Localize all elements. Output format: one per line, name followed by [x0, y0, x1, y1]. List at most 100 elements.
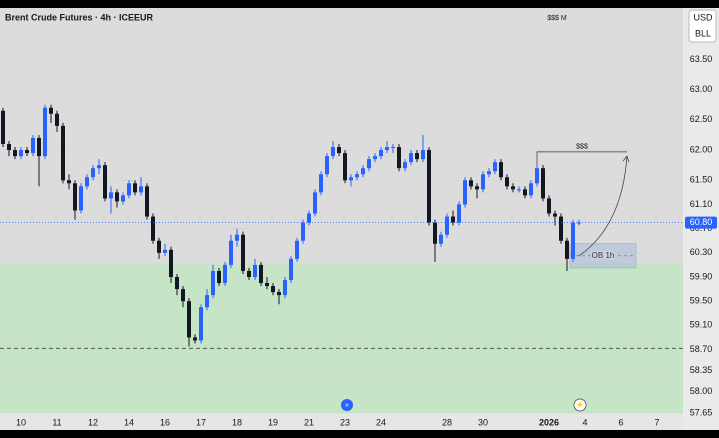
candle-body: [49, 107, 53, 114]
candle-body: [181, 289, 185, 302]
y-tick-label: 59.10: [690, 320, 713, 330]
candle-body: [163, 249, 167, 253]
candle-body: [427, 150, 431, 223]
unit: BLL: [695, 28, 711, 38]
candle-body: [559, 216, 563, 241]
candle-body: [337, 147, 341, 154]
candle-body: [175, 276, 179, 290]
candle-body: [409, 153, 413, 163]
x-tick-label: 18: [232, 417, 242, 427]
candle-body: [373, 156, 377, 160]
demand-zone: [0, 263, 683, 413]
candle-body: [127, 183, 131, 196]
candle-body: [187, 301, 191, 338]
candle-body: [445, 216, 449, 235]
candle-body: [289, 258, 293, 281]
projection-arrow: [578, 156, 628, 257]
candle-body: [565, 240, 569, 259]
last-price-label: 60.80: [690, 217, 713, 227]
candle-body: [139, 186, 143, 193]
candle-body: [439, 234, 443, 244]
candle-body: [325, 156, 329, 175]
candle-body: [367, 159, 371, 169]
y-tick-label: 57.65: [690, 407, 713, 417]
y-tick-label: 58.00: [690, 386, 713, 396]
y-tick-label: 63.50: [690, 54, 713, 64]
x-tick-label: 2026: [539, 417, 559, 427]
candle-body: [541, 168, 545, 199]
candle-body: [151, 216, 155, 241]
candle-body: [361, 168, 365, 175]
y-tick-label: 62.00: [690, 144, 713, 154]
candle-body: [505, 177, 509, 187]
candle-body: [481, 174, 485, 190]
candle-body: [7, 144, 11, 151]
x-tick-label: 28: [442, 417, 452, 427]
chart-title: Brent Crude Futures · 4h · ICEEUR: [5, 12, 154, 22]
candle-body: [43, 107, 47, 157]
svg-text:⚡: ⚡: [576, 400, 585, 409]
candle-body: [61, 125, 65, 181]
candle-body: [343, 153, 347, 181]
y-tick-label: 63.00: [690, 84, 713, 94]
candle-body: [433, 222, 437, 244]
candle-body: [25, 150, 29, 154]
candle-body: [205, 295, 209, 308]
candle-body: [271, 286, 275, 293]
candle-body: [67, 180, 71, 184]
candle-body: [217, 270, 221, 284]
candle-body: [499, 162, 503, 178]
event-icon[interactable]: ⚡: [573, 398, 587, 412]
candle-body: [193, 337, 197, 341]
candle-body: [121, 195, 125, 202]
candle-body: [37, 137, 41, 157]
plot: [0, 59, 683, 414]
unit-box[interactable]: [688, 9, 717, 43]
candle-body: [91, 168, 95, 178]
candle-body: [487, 171, 491, 175]
liquidity-line: [536, 151, 627, 170]
candle-body: [457, 204, 461, 223]
candle-body: [415, 153, 419, 160]
x-tick-label: 24: [376, 417, 386, 427]
order-block-label: OB 1h: [592, 251, 615, 260]
candle-body: [523, 189, 527, 196]
candle-body: [55, 113, 59, 126]
time-axis-bg: [0, 413, 683, 430]
candle-body: [169, 249, 173, 277]
candle-body: [199, 307, 203, 341]
x-tick-label: 30: [478, 417, 488, 427]
candle-body: [421, 150, 425, 160]
candle-body: [97, 165, 101, 169]
candle-body: [493, 162, 497, 172]
candle-body: [247, 270, 251, 277]
currency: USD: [693, 12, 713, 22]
replay-icon[interactable]: »: [341, 399, 353, 411]
candle-body: [283, 280, 287, 296]
candle-body: [31, 137, 35, 154]
candle-body: [535, 168, 539, 184]
y-tick-label: 58.35: [690, 365, 713, 375]
candle-body: [253, 264, 257, 277]
candle-body: [385, 147, 389, 151]
candle-body: [451, 216, 455, 223]
candle-body: [547, 198, 551, 214]
candle-body: [235, 234, 239, 241]
candle-body: [295, 240, 299, 259]
candle-body: [517, 189, 521, 191]
candle-body: [103, 165, 107, 199]
candle-body: [391, 147, 395, 149]
candle-body: [511, 186, 515, 190]
x-tick-label: 4: [582, 417, 587, 427]
y-tick-label: 58.70: [690, 344, 713, 354]
candle-body: [145, 186, 149, 217]
x-tick-label: 12: [88, 417, 98, 427]
x-tick-label: 14: [124, 417, 134, 427]
y-tick-label: 59.90: [690, 271, 713, 281]
candle-body: [1, 110, 5, 145]
candle-body: [133, 183, 137, 193]
candle-body: [109, 192, 113, 199]
candle-body: [241, 234, 245, 271]
candle-body: [301, 222, 305, 241]
